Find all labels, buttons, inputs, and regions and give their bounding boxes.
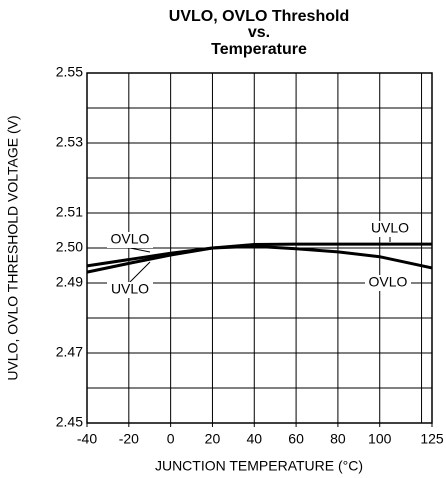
- x-tick-label: 20: [205, 431, 221, 447]
- x-tick-label: -40: [77, 431, 97, 447]
- annotation-bg: [367, 221, 413, 237]
- annotation-bg: [107, 232, 153, 248]
- x-tick-label: 60: [288, 431, 304, 447]
- annotation: OVLO: [111, 231, 150, 247]
- series-line: [86, 244, 433, 270]
- leader-line: [129, 247, 151, 253]
- y-tick-label: 2.45: [56, 414, 83, 430]
- y-axis-label: UVLO, OVLO THRESHOLD VOLTAGE (V): [5, 115, 21, 380]
- y-tick-label: 2.53: [56, 134, 83, 150]
- annotation-bg: [107, 282, 153, 298]
- y-tick-label: 2.49: [56, 274, 83, 290]
- x-axis-label: JUNCTION TEMPERATURE (°C): [155, 458, 363, 474]
- leader-line: [129, 261, 151, 283]
- x-tick-label: -20: [119, 431, 139, 447]
- x-tick-label: 40: [246, 431, 262, 447]
- annotation-bg: [365, 275, 411, 291]
- x-tick-label: 100: [368, 431, 392, 447]
- y-tick-label: 2.47: [56, 344, 83, 360]
- annotation: UVLO: [371, 220, 409, 236]
- y-tick-label: 2.51: [56, 204, 83, 220]
- series-line: [86, 242, 432, 274]
- annotation: OVLO: [369, 274, 408, 290]
- chart-title: vs.: [248, 24, 270, 41]
- x-tick-label: 80: [330, 431, 346, 447]
- chart-title: Temperature: [211, 41, 307, 58]
- y-tick-label: 2.55: [56, 64, 83, 80]
- x-tick-label: 125: [420, 431, 444, 447]
- y-tick-label: 2.50: [56, 239, 83, 255]
- x-tick-label: 0: [167, 431, 175, 447]
- plot-frame: [86, 72, 433, 424]
- chart-title: UVLO, OVLO Threshold: [169, 8, 349, 25]
- annotation: UVLO: [111, 281, 149, 297]
